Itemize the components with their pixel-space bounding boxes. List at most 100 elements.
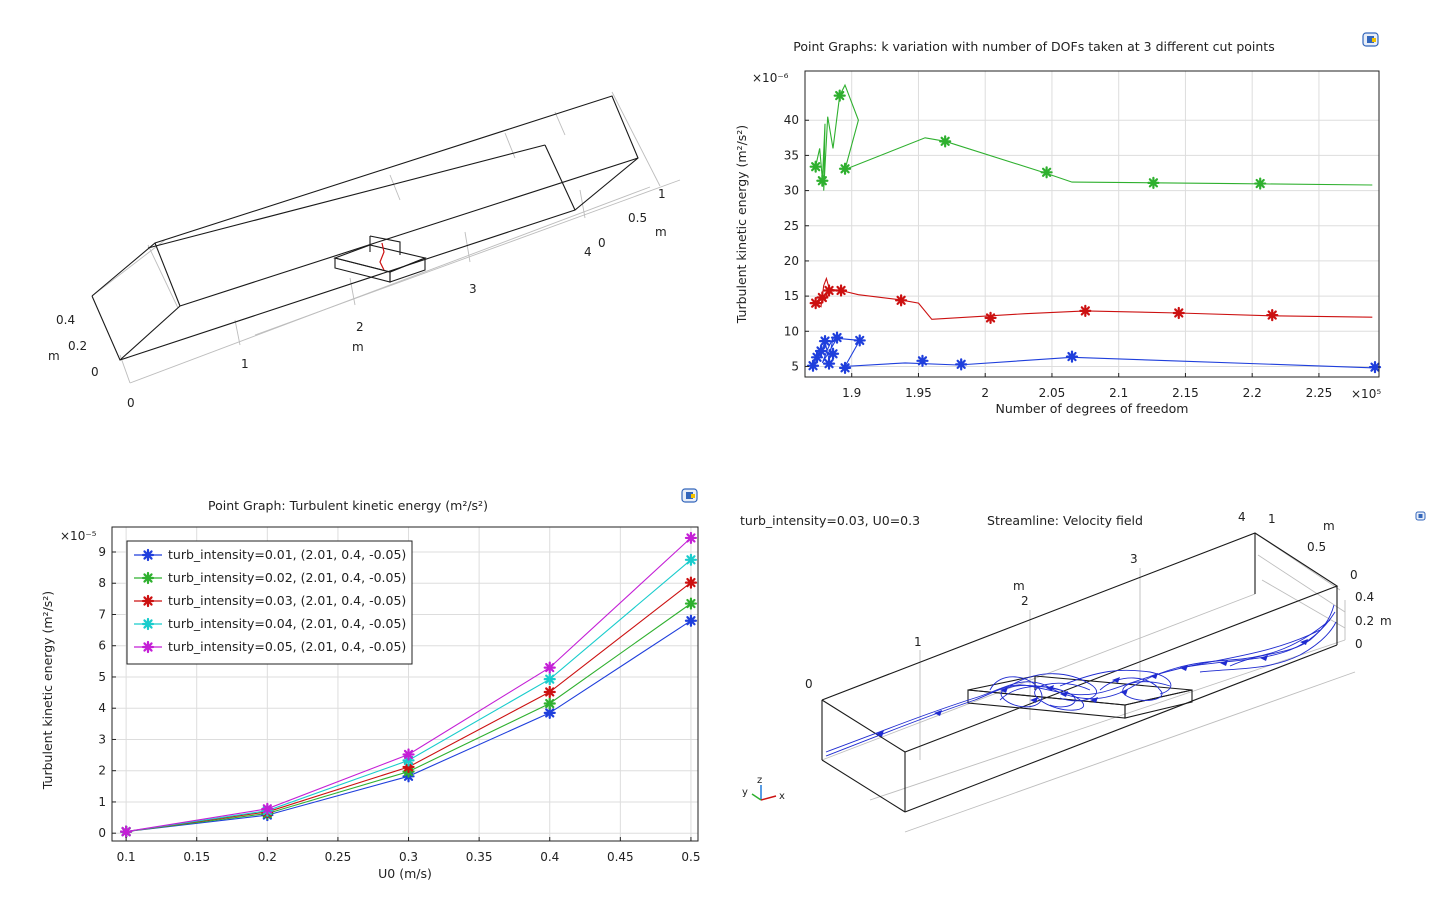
dof-y-multiplier: ×10⁻⁶ [752, 71, 789, 85]
geometry-axis2-tick-2: 2 [356, 320, 364, 334]
ke-legend-entry-2: turb_intensity=0.03, (2.01, 0.4, -0.05) [134, 593, 406, 608]
ke-y-ticks: 0 1 2 3 4 5 6 7 8 9 [98, 545, 116, 840]
geometry-axis1-tick-1: 0.2 [68, 339, 87, 353]
streamline-y-tick-0: 1 [1268, 512, 1276, 526]
triad-y-label: y [742, 787, 748, 798]
ke-series-1-marker [684, 597, 698, 610]
dof-series-1-marker [1079, 304, 1092, 317]
ke-series-1-marker [543, 697, 556, 710]
dof-y-tick-label: 5 [791, 359, 799, 373]
dof-series-0-marker [1147, 176, 1160, 189]
ke-y-tick-label: 2 [98, 764, 106, 778]
ke-x-tick-label: 0.1 [117, 850, 136, 864]
dof-series-1-marker [1172, 306, 1185, 320]
ke-chart-panel: Point Graph: Turbulent kinetic energy (m… [40, 488, 700, 881]
ke-series-group [120, 531, 698, 838]
ke-x-axis-label: U0 (m/s) [378, 866, 432, 881]
geometry-outer-box [91, 95, 639, 361]
geometry-axis1-tick-0: 0.4 [56, 313, 75, 327]
streamline-x-tick-0: 0 [805, 677, 813, 691]
dof-series-2-marker [818, 335, 832, 348]
ke-legend-label: turb_intensity=0.04, (2.01, 0.4, -0.05) [168, 616, 406, 631]
ke-y-axis-label: Turbulent kinetic energy (m²/s²) [40, 591, 55, 790]
streamline-x-tick-4: 4 [1238, 510, 1246, 524]
ke-series-4-marker [120, 825, 133, 838]
dof-chart-title: Point Graphs: k variation with number of… [793, 39, 1274, 54]
dof-series-2-marker [1368, 361, 1382, 374]
streamline-x-unit: m [1013, 579, 1025, 593]
ke-legend-label: turb_intensity=0.02, (2.01, 0.4, -0.05) [168, 570, 406, 585]
dof-series-1-marker [816, 291, 829, 304]
ke-x-tick-label: 0.35 [466, 850, 493, 864]
ke-legend-marker [141, 640, 155, 654]
ke-x-tick-label: 0.2 [258, 850, 277, 864]
geometry-floor-grid [91, 91, 681, 384]
ke-legend-entry-4: turb_intensity=0.05, (2.01, 0.4, -0.05) [134, 639, 406, 654]
ke-series-2-marker [543, 685, 556, 699]
dof-series-2-marker [830, 331, 844, 344]
dof-y-ticks: 5 10 15 20 25 30 35 40 [784, 113, 809, 373]
ke-series-4-marker [261, 802, 274, 815]
ke-series-4-marker [684, 531, 698, 545]
streamline-x-tick-1: 1 [914, 635, 922, 649]
dof-y-tick-label: 25 [784, 219, 799, 233]
geometry-axis3-tick-1: 0.5 [628, 211, 647, 225]
dof-x-tick-label: 2 [981, 386, 989, 400]
dof-series-group [806, 83, 1382, 374]
dof-y-tick-label: 20 [784, 254, 799, 268]
ke-series-3-marker [543, 673, 556, 686]
ke-y-tick-label: 7 [98, 607, 106, 621]
dof-y-tick-label: 35 [784, 148, 799, 162]
dof-y-tick-label: 40 [784, 113, 799, 127]
dof-y-tick-label: 10 [784, 324, 799, 338]
ke-y-tick-label: 8 [98, 576, 106, 590]
dof-x-ticks: 1.9 1.95 2 2.05 2.1 2.15 2.2 2.25 [842, 373, 1332, 400]
streamline-export-icon[interactable] [1415, 511, 1426, 521]
geometry-axis2-tick-4: 4 [584, 245, 592, 259]
dof-series-2-marker [806, 359, 820, 372]
dof-y-tick-label: 15 [784, 289, 799, 303]
dof-series-0-marker [833, 89, 846, 102]
ke-x-tick-label: 0.5 [681, 850, 700, 864]
streamline-y-tick-1: 0.5 [1307, 540, 1326, 554]
dof-y-tick-label: 30 [784, 184, 799, 198]
dof-series-2-marker [822, 357, 836, 370]
ke-y-tick-label: 5 [98, 670, 106, 684]
dof-plot-frame [804, 70, 1380, 378]
axis-triad: z x y [742, 775, 785, 802]
ke-chart-title: Point Graph: Turbulent kinetic energy (m… [208, 498, 488, 513]
geometry-axis3-tick-2: 0 [598, 236, 606, 250]
dof-export-icon[interactable] [1362, 32, 1379, 47]
ke-legend-box [126, 540, 413, 665]
ke-x-ticks: 0.1 0.15 0.2 0.25 0.3 0.35 0.4 0.45 0.5 [117, 837, 700, 864]
ke-y-tick-label: 9 [98, 545, 106, 559]
streamline-z-tick-0: 0.4 [1355, 590, 1374, 604]
dof-series-0-marker [816, 174, 829, 187]
geometry-axis1-tick-2: 0 [91, 365, 99, 379]
streamline-arrows [876, 639, 1308, 737]
ke-legend-marker [141, 617, 155, 631]
dof-series-2-marker [814, 344, 828, 358]
dof-chart-panel: Point Graphs: k variation with number of… [734, 32, 1382, 416]
ke-legend: turb_intensity=0.01, (2.01, 0.4, -0.05) t… [126, 540, 413, 665]
ke-export-icon[interactable] [681, 488, 698, 503]
ke-legend-label: turb_intensity=0.03, (2.01, 0.4, -0.05) [168, 593, 406, 608]
geometry-axis3-unit: m [655, 225, 667, 239]
triad-x-label: x [779, 791, 785, 802]
ke-y-tick-label: 4 [98, 701, 106, 715]
dof-x-tick-label: 1.9 [842, 386, 861, 400]
geometry-obstacle [333, 235, 427, 283]
dof-series-line-0 [815, 83, 1373, 191]
dof-series-0-marker [838, 162, 852, 175]
dof-y-axis-label: Turbulent kinetic energy (m²/s²) [734, 125, 749, 324]
ke-x-tick-label: 0.4 [540, 850, 559, 864]
ke-x-tick-label: 0.25 [325, 850, 352, 864]
streamline-z-tick-1: 0.2 [1355, 614, 1374, 628]
triad-z-label: z [757, 775, 762, 786]
streamline-x-tick-2: 2 [1021, 594, 1029, 608]
ke-series-2-marker [402, 760, 415, 774]
dof-x-axis-label: Number of degrees of freedom [996, 401, 1189, 416]
geometry-axis1-unit: m [48, 349, 60, 363]
streamline-box [821, 532, 1339, 813]
